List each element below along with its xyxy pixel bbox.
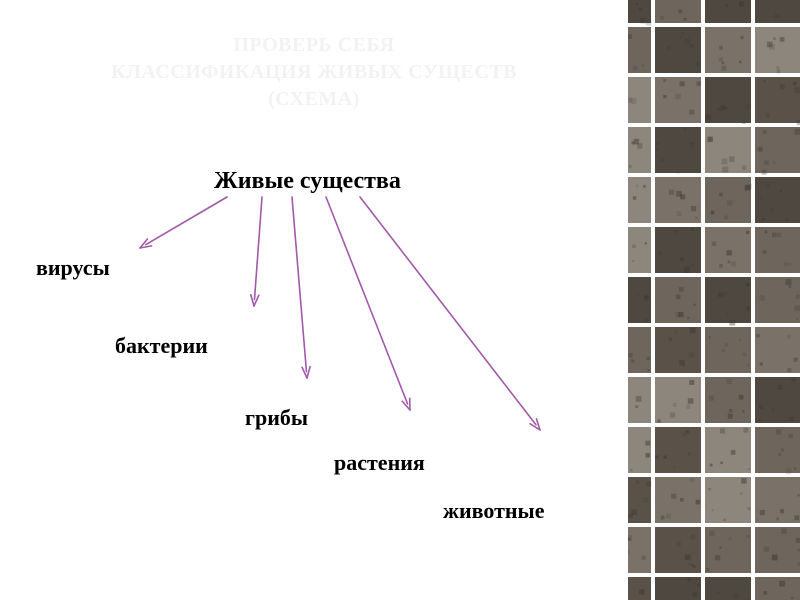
arrow-1 — [251, 197, 262, 306]
node-animals: животные — [443, 498, 545, 524]
side-pattern — [628, 0, 800, 600]
arrow-3 — [326, 197, 410, 410]
arrow-4 — [360, 197, 540, 430]
content-area: ПРОВЕРЬ СЕБЯ КЛАССИФИКАЦИЯ ЖИВЫХ СУЩЕСТВ… — [0, 0, 628, 600]
node-plants: растения — [334, 450, 425, 476]
slide: ПРОВЕРЬ СЕБЯ КЛАССИФИКАЦИЯ ЖИВЫХ СУЩЕСТВ… — [0, 0, 800, 600]
slide-title: ПРОВЕРЬ СЕБЯ КЛАССИФИКАЦИЯ ЖИВЫХ СУЩЕСТВ… — [0, 32, 628, 113]
root-node: Живые существа — [214, 168, 401, 195]
node-fungi: грибы — [245, 405, 308, 431]
arrow-2 — [292, 197, 310, 378]
title-line-3: (СХЕМА) — [0, 86, 628, 113]
title-line-2: КЛАССИФИКАЦИЯ ЖИВЫХ СУЩЕСТВ — [0, 59, 628, 86]
arrow-0 — [140, 197, 227, 248]
node-bacteria: бактерии — [115, 333, 208, 359]
title-line-1: ПРОВЕРЬ СЕБЯ — [0, 32, 628, 59]
pattern-svg — [628, 0, 800, 600]
node-viruses: вирусы — [36, 255, 110, 281]
